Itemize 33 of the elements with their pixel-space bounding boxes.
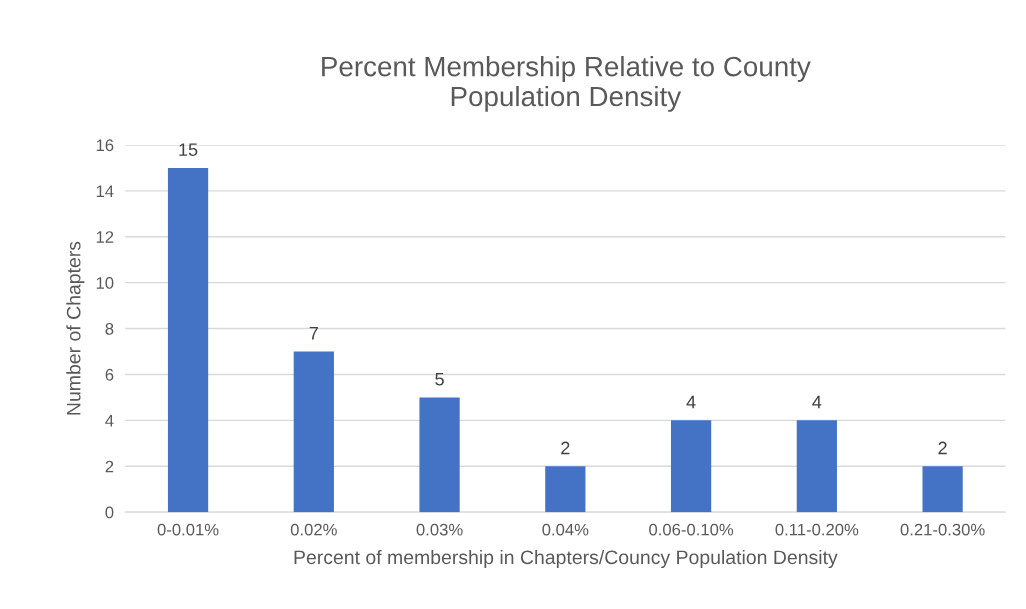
bar xyxy=(670,420,712,513)
bar xyxy=(545,466,586,513)
x-tick-label: 0.02% xyxy=(290,523,337,536)
data-label: 5 xyxy=(435,372,444,386)
x-tick-label: 0.11-0.20% xyxy=(775,523,859,536)
bar xyxy=(419,397,460,513)
data-label: 2 xyxy=(938,441,947,455)
y-tick-label: 14 xyxy=(96,185,114,197)
bar xyxy=(922,466,963,513)
bar xyxy=(293,351,334,513)
x-tick-label: 0.03% xyxy=(416,523,463,536)
x-tick-label: 0.06-0.10% xyxy=(649,523,734,536)
data-label: 2 xyxy=(561,441,570,455)
y-tick-label: 4 xyxy=(105,414,114,427)
x-tick-label: 0.04% xyxy=(542,523,589,536)
chart-title: Percent Membership Relative to County Population Density xyxy=(322,56,811,112)
y-tick-label: 0 xyxy=(105,506,114,519)
bar xyxy=(796,420,837,513)
bar xyxy=(167,167,209,513)
x-tick-label: 0.21-0.30% xyxy=(900,523,985,536)
x-tick-label: 0-0.01% xyxy=(157,523,219,536)
y-tick-label: 12 xyxy=(96,231,114,243)
y-axis-title: Number of Chapters xyxy=(66,241,85,415)
data-label: 4 xyxy=(686,395,696,409)
y-tick-label: 6 xyxy=(105,368,114,381)
data-label: 7 xyxy=(309,327,318,340)
y-tick-label: 2 xyxy=(105,460,114,473)
data-label: 15 xyxy=(179,143,198,156)
y-tick-label: 16 xyxy=(96,139,114,152)
data-label: 4 xyxy=(812,395,822,409)
y-tick-label: 10 xyxy=(96,277,114,289)
y-tick-label: 8 xyxy=(105,322,114,335)
x-axis-title: Percent of membership in Chapters/Councy Population Density xyxy=(294,549,838,569)
